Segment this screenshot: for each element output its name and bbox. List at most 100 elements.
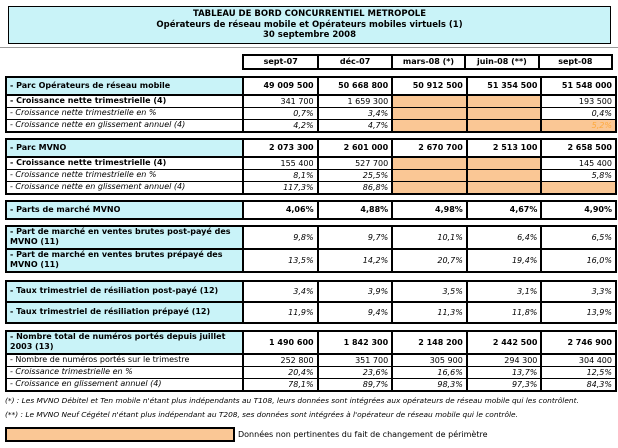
value-cell: 294 300 xyxy=(465,354,541,366)
dashboard-table: - Parc Opérateurs de réseau mobile 49 009… xyxy=(0,75,618,392)
value-cell: 25,5% xyxy=(316,169,392,181)
value-cell: 98,3% xyxy=(391,378,466,390)
value-cell: 5,8% xyxy=(540,169,615,181)
value-cell: 5,2% xyxy=(540,119,615,131)
row-label: - Taux trimestriel de résiliation prépay… xyxy=(7,302,242,322)
table-row: - Part de marché en ventes brutes prépay… xyxy=(7,247,615,271)
value-cell: 4,88% xyxy=(316,201,392,218)
table-row: - Taux trimestriel de résiliation prépay… xyxy=(7,300,615,322)
table-row: - Nombre total de numéros portés depuis … xyxy=(7,331,615,353)
table-row: - Croissance nette trimestrielle (4) 155 … xyxy=(7,155,615,169)
legend-row: Données non pertinentes du fait de chang… xyxy=(5,427,618,443)
value-cell xyxy=(391,169,466,181)
table-row: - Parts de marché MVNO 4,06% 4,88% 4,98% 4,6… xyxy=(7,201,615,218)
row-label: - Parc Opérateurs de réseau mobile xyxy=(7,77,242,94)
section-taux-resiliation: - Taux trimestriel de résiliation post-p… xyxy=(5,279,617,324)
value-cell: 23,6% xyxy=(316,366,392,378)
legend-color-swatch xyxy=(5,427,235,442)
value-cell: 304 400 xyxy=(540,354,615,366)
table-row: - Croissance nette trimestrielle en % 0,7… xyxy=(7,106,615,119)
row-label: - Parc MVNO xyxy=(7,139,242,156)
value-cell: 2 670 700 xyxy=(391,139,466,156)
value-cell: 2 601 000 xyxy=(316,139,392,156)
value-cell xyxy=(465,119,541,131)
table-row: - Croissance nette trimestrielle en % 8,1… xyxy=(7,168,615,181)
value-cell: 84,3% xyxy=(540,378,615,390)
value-cell: 117,3% xyxy=(242,181,317,193)
value-cell: 351 700 xyxy=(316,354,392,366)
value-cell: 12,5% xyxy=(540,366,615,378)
value-cell: 51 548 000 xyxy=(540,77,615,94)
table-row: - Croissance trimestrielle en % 20,4% 23,6… xyxy=(7,365,615,378)
value-cell: 252 800 xyxy=(242,354,317,366)
table-row: - Croissance en glissement annuel (4) 78,… xyxy=(7,377,615,390)
value-cell xyxy=(465,157,541,169)
section-parc-mvno: - Parc MVNO 2 073 300 2 601 000 2 670 700 2 … xyxy=(5,137,617,195)
row-label: - Part de marché en ventes brutes prépay… xyxy=(7,249,242,271)
value-cell: 145 400 xyxy=(540,157,615,169)
table-row: - Part de marché en ventes brutes post-p… xyxy=(7,226,615,248)
table-row: - Parc Opérateurs de réseau mobile 49 009… xyxy=(7,77,615,94)
row-label: - Nombre de numéros portés sur le trimes… xyxy=(10,355,190,365)
value-cell xyxy=(391,119,466,131)
section-numeros-portes: - Nombre total de numéros portés depuis … xyxy=(5,329,617,392)
column-header: sept-07 xyxy=(263,57,298,66)
value-cell: 9,4% xyxy=(316,302,392,322)
value-cell: 20,7% xyxy=(391,249,466,271)
report-title-box: TABLEAU DE BORD CONCURRENTIEL METROPOLE … xyxy=(8,6,611,44)
value-cell xyxy=(465,107,541,119)
value-cell: 4,2% xyxy=(242,119,317,131)
row-label: - Taux trimestriel de résiliation post-p… xyxy=(7,281,242,301)
value-cell: 341 700 xyxy=(242,95,317,107)
value-cell: 527 700 xyxy=(316,157,392,169)
value-cell: 3,4% xyxy=(316,107,392,119)
value-cell: 4,67% xyxy=(465,201,541,218)
row-label: - Croissance nette en glissement annuel … xyxy=(10,182,186,192)
value-cell: 97,3% xyxy=(465,378,541,390)
value-cell: 19,4% xyxy=(465,249,541,271)
value-cell: 155 400 xyxy=(242,157,317,169)
value-cell: 2 746 900 xyxy=(540,331,615,353)
value-cell: 9,8% xyxy=(242,226,317,248)
value-cell xyxy=(391,181,466,193)
value-cell: 1 490 600 xyxy=(242,331,317,353)
value-cell: 13,5% xyxy=(242,249,317,271)
table-row: - Croissance nette en glissement annuel … xyxy=(7,180,615,193)
report-subtitle: Opérateurs de réseau mobile et Opérateur… xyxy=(156,19,463,30)
column-header: sept-08 xyxy=(537,55,611,68)
row-label: - Croissance en glissement annuel (4) xyxy=(10,379,162,389)
value-cell: 2 658 500 xyxy=(540,139,615,156)
section-parc-operateurs-reseau-mobile: - Parc Opérateurs de réseau mobile 49 009… xyxy=(5,75,617,133)
value-cell: 1 659 300 xyxy=(316,95,392,107)
value-cell: 2 073 300 xyxy=(242,139,317,156)
table-row: - Taux trimestriel de résiliation post-p… xyxy=(7,281,615,301)
value-cell: 1 842 300 xyxy=(316,331,392,353)
value-cell: 193 500 xyxy=(540,95,615,107)
row-label: - Croissance nette trimestrielle en % xyxy=(10,170,157,180)
column-header: déc-07 xyxy=(317,55,390,68)
legend-label: Données non pertinentes du fait de chang… xyxy=(238,430,488,439)
row-label: - Croissance nette en glissement annuel … xyxy=(10,120,186,130)
value-cell: 3,3% xyxy=(540,281,615,301)
table-row: - Croissance nette en glissement annuel … xyxy=(7,118,615,131)
row-label: - Parts de marché MVNO xyxy=(7,201,242,218)
footnote-double-asterisk: (**) : Le MVNO Neuf Cégétel n'étant plus… xyxy=(5,409,518,419)
value-cell: 16,0% xyxy=(540,249,615,271)
report-title: TABLEAU DE BORD CONCURRENTIEL METROPOLE xyxy=(192,9,427,19)
column-header: juin-08 (**) xyxy=(464,55,537,68)
column-header: mars-08 (*) xyxy=(390,55,464,68)
value-cell: 2 513 100 xyxy=(465,139,541,156)
value-cell: 78,1% xyxy=(242,378,317,390)
value-cell: 50 912 500 xyxy=(391,77,466,94)
value-cell: 9,7% xyxy=(316,226,392,248)
value-cell: 13,7% xyxy=(465,366,541,378)
column-header-row: sept-07 déc-07 mars-08 (*) juin-08 (**) … xyxy=(242,53,613,70)
value-cell: 16,6% xyxy=(391,366,466,378)
value-cell: 305 900 xyxy=(391,354,466,366)
value-cell xyxy=(465,181,541,193)
value-cell: 3,5% xyxy=(391,281,466,301)
value-cell: 3,1% xyxy=(465,281,541,301)
value-cell: 11,3% xyxy=(391,302,466,322)
value-cell: 20,4% xyxy=(242,366,317,378)
value-cell: 11,8% xyxy=(465,302,541,322)
